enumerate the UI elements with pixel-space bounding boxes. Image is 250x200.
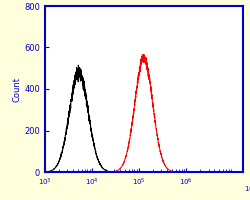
Y-axis label: Count: Count	[12, 76, 22, 102]
Text: $10^{7.2}$: $10^{7.2}$	[244, 184, 250, 195]
